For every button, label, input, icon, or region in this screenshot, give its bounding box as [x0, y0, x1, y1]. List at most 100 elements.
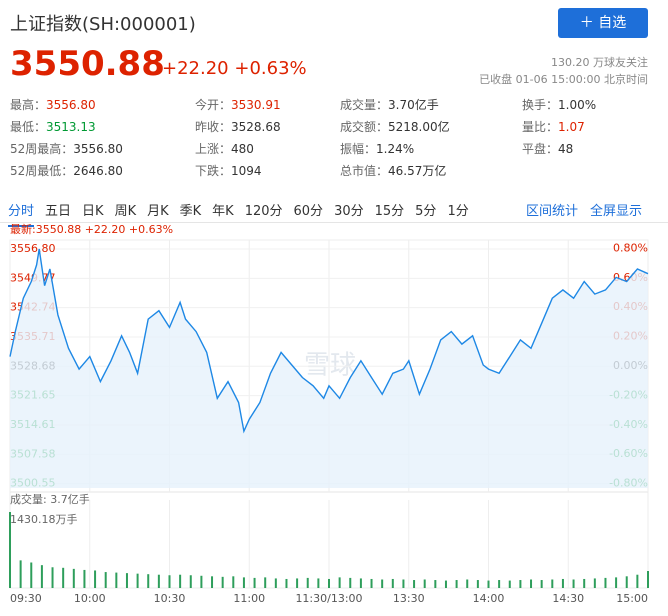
volume-bar: [19, 560, 22, 588]
volume-bar: [359, 578, 362, 588]
tab[interactable]: 日K: [82, 204, 104, 219]
stat-label: 成交量：: [340, 98, 389, 112]
stat: 52周最高：3556.80: [10, 140, 123, 157]
volume-bar: [551, 579, 554, 588]
volume-bar: [508, 580, 511, 588]
stat-value: 48: [558, 142, 574, 156]
volume-bar: [9, 512, 11, 588]
followers: 130.20 万球友关注: [551, 56, 648, 69]
stat-label: 成交额：: [340, 120, 389, 134]
volume-bar: [94, 570, 97, 588]
stat-label: 上涨：: [195, 142, 232, 156]
tab[interactable]: 季K: [179, 204, 202, 219]
volume-bar: [189, 575, 192, 588]
range-stats[interactable]: 区间统计: [526, 204, 579, 219]
volume-bar: [264, 577, 267, 588]
volume-label: 成交量: 3.7亿手: [10, 492, 90, 506]
stat: 52周最低：2646.80: [10, 162, 123, 179]
volume-bar: [572, 579, 575, 588]
stat: 换手：1.00%: [522, 96, 596, 113]
watermark: 雪球: [304, 351, 356, 381]
status: 已收盘 01-06 15:00:00 北京时间: [479, 73, 648, 86]
volume-bar: [434, 580, 437, 588]
volume-bar: [317, 578, 320, 588]
volume-bar: [498, 580, 501, 588]
latest: 最新:3550.88 +22.20 +0.63%: [10, 222, 173, 236]
stat-value: 3513.13: [46, 120, 96, 134]
volume-bar: [157, 574, 160, 588]
volume-bar: [179, 574, 182, 588]
tab[interactable]: 分时: [8, 198, 35, 227]
stat-value: 3556.80: [73, 142, 123, 156]
stat-label: 52周最低：: [10, 164, 74, 178]
x-tick-label: 13:30: [393, 592, 425, 605]
volume-bar: [636, 574, 639, 588]
stat-value: 1094: [231, 164, 262, 178]
stat-value: 3556.80: [46, 98, 96, 112]
volume-max: 1430.18万手: [10, 512, 78, 526]
stat-label: 昨收：: [195, 120, 232, 134]
title: 上证指数(SH:000001): [10, 14, 196, 35]
tab[interactable]: 五日: [45, 204, 72, 219]
x-tick-label: 14:30: [552, 592, 584, 605]
volume-bar: [370, 578, 373, 588]
stat: 成交量：3.70亿手: [340, 96, 439, 113]
volume-bar: [232, 576, 235, 588]
tab[interactable]: 周K: [114, 204, 137, 219]
tab[interactable]: 60分: [293, 204, 324, 219]
divider: [0, 222, 668, 223]
stat-value: 1.00%: [558, 98, 597, 112]
volume-bar: [40, 565, 43, 588]
price-area: [10, 249, 648, 488]
tab[interactable]: 1分: [447, 204, 469, 219]
volume-bar: [338, 577, 341, 588]
price-line: [9, 248, 649, 434]
x-tick-label: 10:00: [74, 592, 106, 605]
tab[interactable]: 15分: [374, 204, 405, 219]
volume-bar: [487, 580, 490, 588]
volume-bar: [530, 579, 533, 588]
volume-bar: [51, 567, 54, 588]
stat-label: 总市值：: [340, 164, 389, 178]
stat-label: 换手：: [522, 98, 559, 112]
stat: 下跌：1094: [195, 162, 262, 179]
volume-bar: [540, 580, 543, 588]
volume-bar: [211, 576, 214, 588]
stat: 成交额：5218.00亿: [340, 118, 450, 135]
volume-bar: [296, 578, 299, 588]
stat: 昨收：3528.68: [195, 118, 281, 135]
volume-bar: [647, 570, 649, 588]
stat-value: 3.70亿手: [388, 98, 439, 112]
tab[interactable]: 30分: [334, 204, 364, 219]
fullscreen[interactable]: 全屏显示: [590, 204, 643, 219]
volume-bar: [583, 578, 586, 588]
volume-bar: [242, 577, 245, 588]
change: +22.20 +0.63%: [162, 58, 307, 79]
volume-bar: [168, 575, 171, 588]
tabs: 分时 五日 日K 周K 月K 季K 年K 120分 60分 30分 15分 5分 1分: [8, 198, 469, 227]
add-label: 自选: [598, 15, 627, 31]
tab[interactable]: 年K: [212, 204, 234, 219]
volume-bar: [328, 578, 330, 588]
tab[interactable]: 5分: [415, 204, 437, 219]
volume-bar: [83, 569, 86, 588]
tab[interactable]: 120分: [244, 204, 283, 219]
stat-value: 3530.91: [231, 98, 281, 112]
stat: 最低：3513.13: [10, 118, 96, 135]
volume-bar: [604, 577, 607, 588]
stat-value: 1.07: [558, 120, 585, 134]
stat-value: 5218.00亿: [388, 120, 450, 134]
stat-value: 46.57万亿: [388, 164, 447, 178]
volume-bar: [200, 575, 203, 588]
stat: 上涨：480: [195, 140, 254, 157]
stat-label: 量比：: [522, 120, 559, 134]
add-button[interactable]: ＋ 自选: [558, 8, 648, 38]
volume-bar: [476, 580, 479, 588]
volume-bar: [285, 578, 288, 588]
volume-bar: [455, 580, 458, 588]
tab[interactable]: 月K: [147, 204, 169, 219]
x-tick-label: 11:00: [233, 592, 265, 605]
stat-label: 最低：: [10, 120, 47, 134]
